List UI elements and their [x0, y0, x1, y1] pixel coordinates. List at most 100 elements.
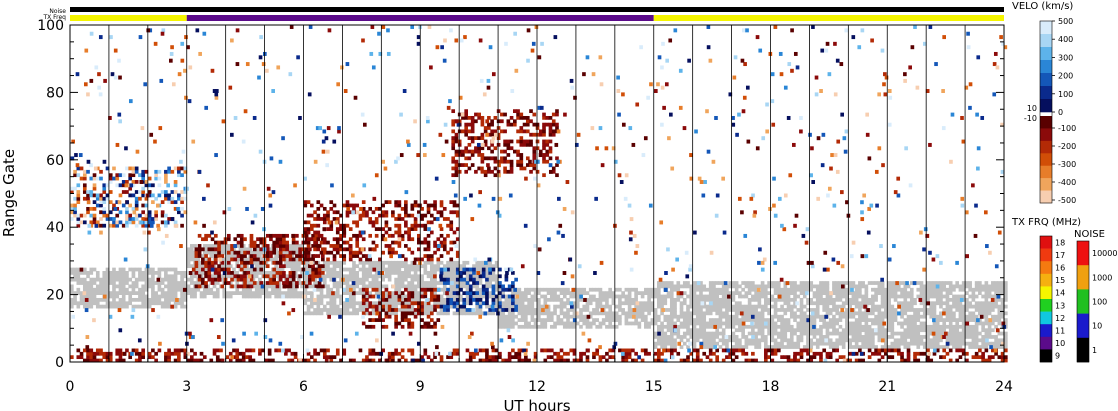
- ground-scatter-cell: [82, 267, 87, 272]
- ground-scatter-cell: [958, 308, 963, 312]
- ground-scatter-cell: [452, 271, 457, 275]
- velocity-cell: [167, 217, 171, 221]
- ground-scatter-cell: [880, 345, 885, 349]
- velocity-cell: [298, 274, 302, 279]
- ground-scatter-cell: [786, 308, 791, 312]
- ground-scatter-cell: [491, 294, 496, 299]
- velocity-cell: [86, 206, 90, 211]
- ground-scatter-cell: [524, 324, 528, 329]
- ground-scatter-cell: [400, 264, 405, 269]
- ground-scatter-cell: [92, 277, 97, 282]
- velocity-cell: [400, 301, 405, 306]
- ground-scatter-cell: [760, 314, 765, 319]
- ground-scatter-cell: [189, 250, 194, 255]
- velocity-cell: [272, 240, 277, 245]
- ground-scatter-cell: [196, 271, 201, 275]
- ground-scatter-cell: [825, 297, 830, 302]
- ground-scatter-cell: [948, 314, 953, 319]
- ground-scatter-cell: [974, 294, 979, 299]
- ground-scatter-cell: [601, 291, 606, 295]
- velocity-cell: [314, 271, 319, 275]
- ground-scatter-cell: [125, 287, 129, 292]
- ground-scatter-cell: [922, 294, 927, 299]
- ground-scatter-cell: [926, 324, 930, 329]
- ground-scatter-cell: [871, 341, 875, 346]
- ground-scatter-cell: [776, 287, 781, 292]
- ground-scatter-cell: [848, 281, 852, 285]
- velocity-cell: [423, 294, 428, 299]
- ground-scatter-cell: [731, 284, 736, 289]
- ground-scatter-cell: [232, 247, 236, 252]
- ground-scatter-cell: [384, 304, 389, 309]
- ground-scatter-cell: [452, 274, 457, 279]
- ground-scatter-cell: [926, 287, 930, 292]
- velocity-cell: [285, 284, 289, 289]
- velocity-cell: [480, 159, 485, 164]
- ground-scatter-cell: [562, 314, 567, 319]
- ground-scatter-cell: [656, 328, 661, 333]
- ground-scatter-cell: [751, 304, 755, 309]
- velocity-cell: [92, 220, 97, 225]
- ground-scatter-cell: [76, 301, 81, 306]
- ground-scatter-cell: [799, 284, 804, 289]
- velocity-cell: [134, 190, 139, 194]
- ground-scatter-cell: [352, 277, 356, 282]
- ground-scatter-cell: [906, 294, 911, 299]
- velocity-cell: [429, 318, 434, 322]
- velocity-cell: [314, 260, 319, 265]
- velocity-cell: [108, 223, 113, 228]
- ground-scatter-cell: [858, 318, 862, 322]
- ground-scatter-cell: [391, 297, 395, 302]
- ground-scatter-cell: [105, 301, 110, 306]
- ground-scatter-cell: [961, 284, 966, 289]
- ground-scatter-cell: [916, 338, 921, 343]
- velocity-cell: [278, 277, 283, 282]
- ground-scatter-cell: [903, 297, 908, 302]
- ground-scatter-cell: [160, 301, 165, 306]
- velocity-cell: [160, 190, 165, 194]
- ground-scatter-cell: [695, 301, 700, 306]
- ground-scatter-cell: [248, 291, 253, 295]
- ground-scatter-cell: [887, 281, 891, 285]
- velocity-cell: [138, 196, 142, 201]
- ground-scatter-cell: [848, 324, 852, 329]
- ground-scatter-cell: [815, 301, 820, 306]
- ground-scatter-cell: [669, 345, 674, 349]
- ground-scatter-cell: [345, 281, 350, 285]
- ground-scatter-cell: [997, 281, 1002, 285]
- ground-scatter-cell: [274, 267, 278, 272]
- ground-scatter-cell: [838, 338, 843, 343]
- ground-scatter-cell: [99, 277, 103, 282]
- ground-scatter-cell: [751, 297, 755, 302]
- ground-scatter-cell: [871, 311, 875, 316]
- ground-scatter-cell: [70, 304, 74, 309]
- ground-scatter-cell: [965, 318, 969, 322]
- velocity-cell: [474, 169, 478, 174]
- velocity-cell: [455, 213, 460, 218]
- ground-scatter-cell: [900, 308, 904, 312]
- velocity-cell: [381, 318, 385, 322]
- ground-scatter-cell: [254, 267, 259, 272]
- ground-scatter-cell: [342, 281, 347, 285]
- ground-scatter-cell: [653, 335, 658, 339]
- ground-scatter-cell: [809, 328, 814, 333]
- ground-scatter-cell: [754, 338, 758, 343]
- velocity-cell: [144, 169, 149, 174]
- ground-scatter-cell: [520, 294, 525, 299]
- ground-scatter-cell: [845, 301, 849, 306]
- velocity-cell: [496, 142, 501, 147]
- ground-scatter-cell: [838, 318, 843, 322]
- ground-scatter-cell: [913, 301, 917, 306]
- ground-scatter-cell: [533, 324, 538, 329]
- ground-scatter-cell: [660, 335, 664, 339]
- ground-scatter-cell: [475, 264, 480, 269]
- ground-scatter-cell: [397, 291, 402, 295]
- velocity-cell: [429, 220, 434, 225]
- ground-scatter-cell: [909, 314, 914, 319]
- ground-scatter-cell: [987, 341, 992, 346]
- ground-scatter-cell: [864, 297, 869, 302]
- ground-scatter-cell: [926, 294, 930, 299]
- ground-scatter-cell: [965, 304, 969, 309]
- ground-scatter-cell: [825, 321, 830, 326]
- ground-scatter-cell: [410, 304, 415, 309]
